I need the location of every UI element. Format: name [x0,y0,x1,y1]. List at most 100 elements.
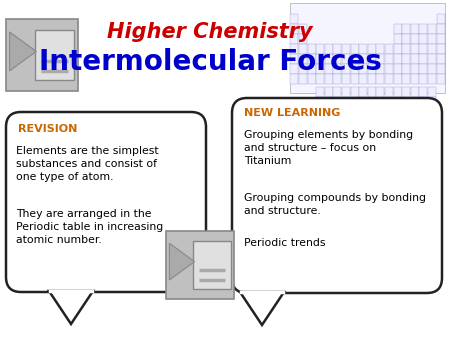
FancyBboxPatch shape [436,74,445,84]
FancyBboxPatch shape [299,74,307,84]
FancyBboxPatch shape [166,231,234,299]
FancyBboxPatch shape [307,74,315,84]
FancyBboxPatch shape [359,74,367,84]
FancyBboxPatch shape [368,64,376,74]
FancyBboxPatch shape [342,44,350,54]
FancyBboxPatch shape [290,74,298,84]
FancyBboxPatch shape [385,97,393,107]
FancyBboxPatch shape [307,54,315,64]
FancyBboxPatch shape [376,97,384,107]
FancyBboxPatch shape [419,54,428,64]
FancyBboxPatch shape [351,87,359,97]
FancyBboxPatch shape [394,74,402,84]
FancyBboxPatch shape [376,87,384,97]
FancyBboxPatch shape [368,54,376,64]
FancyBboxPatch shape [428,74,436,84]
FancyBboxPatch shape [325,87,333,97]
FancyBboxPatch shape [385,54,393,64]
FancyBboxPatch shape [368,97,376,107]
FancyBboxPatch shape [342,74,350,84]
FancyBboxPatch shape [290,14,298,24]
FancyBboxPatch shape [394,97,402,107]
FancyBboxPatch shape [299,64,307,74]
FancyBboxPatch shape [411,54,419,64]
FancyBboxPatch shape [290,44,298,54]
FancyBboxPatch shape [419,97,428,107]
FancyBboxPatch shape [394,24,402,33]
FancyBboxPatch shape [436,54,445,64]
FancyBboxPatch shape [232,98,442,293]
FancyBboxPatch shape [394,64,402,74]
FancyBboxPatch shape [351,44,359,54]
FancyBboxPatch shape [436,44,445,54]
FancyBboxPatch shape [376,54,384,64]
Text: Grouping compounds by bonding
and structure.: Grouping compounds by bonding and struct… [244,193,426,216]
Polygon shape [9,32,36,71]
FancyBboxPatch shape [402,97,410,107]
FancyBboxPatch shape [290,54,298,64]
FancyBboxPatch shape [394,34,402,44]
FancyBboxPatch shape [193,241,230,289]
FancyBboxPatch shape [419,44,428,54]
FancyBboxPatch shape [6,19,78,91]
Polygon shape [240,292,284,325]
Text: REVISION: REVISION [18,124,77,134]
FancyBboxPatch shape [411,87,419,97]
FancyBboxPatch shape [333,54,342,64]
FancyBboxPatch shape [351,74,359,84]
Text: Intermolecular Forces: Intermolecular Forces [39,48,382,76]
FancyBboxPatch shape [359,44,367,54]
FancyBboxPatch shape [290,24,298,33]
FancyBboxPatch shape [35,30,74,80]
FancyBboxPatch shape [325,44,333,54]
Text: Higher Chemistry: Higher Chemistry [107,22,313,42]
FancyBboxPatch shape [419,34,428,44]
FancyBboxPatch shape [419,87,428,97]
FancyBboxPatch shape [436,64,445,74]
FancyBboxPatch shape [428,54,436,64]
FancyBboxPatch shape [351,64,359,74]
FancyBboxPatch shape [316,97,324,107]
FancyBboxPatch shape [411,74,419,84]
Text: Periodic trends: Periodic trends [244,238,325,248]
FancyBboxPatch shape [402,54,410,64]
FancyBboxPatch shape [385,87,393,97]
FancyBboxPatch shape [368,87,376,97]
FancyBboxPatch shape [359,54,367,64]
FancyBboxPatch shape [333,97,342,107]
FancyBboxPatch shape [316,54,324,64]
FancyBboxPatch shape [333,44,342,54]
FancyBboxPatch shape [342,54,350,64]
FancyBboxPatch shape [428,87,436,97]
FancyBboxPatch shape [299,24,307,33]
Text: Elements are the simplest
substances and consist of
one type of atom.: Elements are the simplest substances and… [16,146,158,183]
FancyBboxPatch shape [385,64,393,74]
FancyBboxPatch shape [428,97,436,107]
FancyBboxPatch shape [290,3,445,93]
FancyBboxPatch shape [333,64,342,74]
FancyBboxPatch shape [325,97,333,107]
FancyBboxPatch shape [376,44,384,54]
FancyBboxPatch shape [325,64,333,74]
FancyBboxPatch shape [411,44,419,54]
FancyBboxPatch shape [6,112,206,292]
FancyBboxPatch shape [368,74,376,84]
FancyBboxPatch shape [394,87,402,97]
FancyBboxPatch shape [402,24,410,33]
FancyBboxPatch shape [316,44,324,54]
FancyBboxPatch shape [385,44,393,54]
FancyBboxPatch shape [394,54,402,64]
Text: They are arranged in the
Periodic table in increasing
atomic number.: They are arranged in the Periodic table … [16,209,163,245]
FancyBboxPatch shape [436,24,445,33]
FancyBboxPatch shape [411,97,419,107]
FancyBboxPatch shape [419,74,428,84]
FancyBboxPatch shape [419,64,428,74]
FancyBboxPatch shape [411,34,419,44]
FancyBboxPatch shape [368,44,376,54]
FancyBboxPatch shape [402,64,410,74]
Text: Grouping elements by bonding
and structure – focus on
Titanium: Grouping elements by bonding and structu… [244,130,413,166]
FancyBboxPatch shape [359,64,367,74]
FancyBboxPatch shape [299,44,307,54]
FancyBboxPatch shape [411,64,419,74]
FancyBboxPatch shape [376,64,384,74]
